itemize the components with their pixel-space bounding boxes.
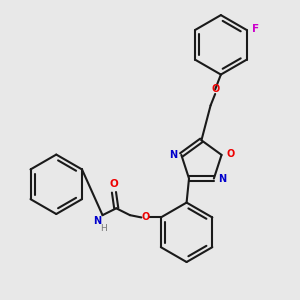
Text: N: N [169, 150, 177, 160]
Text: F: F [252, 24, 260, 34]
Text: O: O [226, 149, 234, 159]
Text: O: O [211, 84, 219, 94]
Text: O: O [142, 212, 150, 222]
Text: O: O [110, 179, 118, 189]
Text: N: N [218, 173, 226, 184]
Text: H: H [100, 224, 107, 233]
Text: N: N [93, 216, 101, 226]
